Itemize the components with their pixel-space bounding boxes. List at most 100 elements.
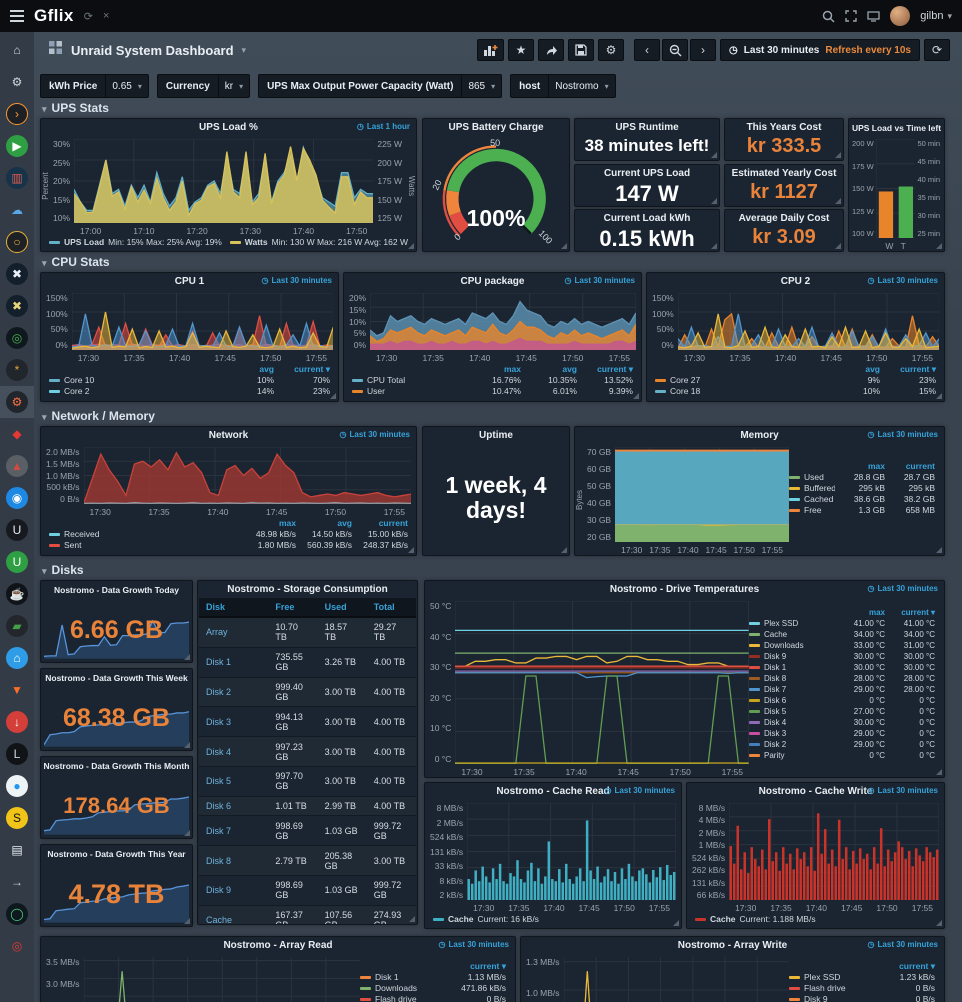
legend-series-label[interactable]: Plex SSD xyxy=(764,619,799,628)
legend-series-name[interactable]: Disk 1 xyxy=(749,662,835,673)
disk-name-cell[interactable]: Disk 2 xyxy=(199,677,269,708)
legend-series-name[interactable]: Downloads xyxy=(749,640,835,651)
sidebar-settings-icon[interactable]: ⚙ xyxy=(0,66,34,98)
section-disks[interactable]: ▾ Disks xyxy=(42,563,84,577)
legend-series-label[interactable]: Disk 2 xyxy=(764,740,787,749)
legend-series-name[interactable]: Cache xyxy=(710,914,736,924)
legend-row[interactable]: Cache 34.00 °C 34.00 °C xyxy=(749,629,935,640)
legend-series-label[interactable]: Disk 9 xyxy=(764,652,787,661)
legend-series-label[interactable]: Core 10 xyxy=(64,375,95,385)
legend-column-header[interactable]: max xyxy=(503,364,521,374)
legend-series-label[interactable]: Disk 4 xyxy=(764,718,787,727)
legend-row[interactable]: Disk 7 29.00 °C 28.00 °C xyxy=(749,684,935,695)
panel-title[interactable]: Uptime xyxy=(479,430,513,441)
panel-title[interactable]: UPS Runtime xyxy=(615,122,679,133)
legend-series-label[interactable]: Cache xyxy=(764,630,788,639)
array-write-chart[interactable] xyxy=(564,957,789,1002)
legend-series-label[interactable]: Downloads xyxy=(764,641,804,650)
legend-series-name[interactable]: Core 10 xyxy=(49,375,218,386)
variable-currency[interactable]: Currency kr ▾ xyxy=(156,74,251,98)
legend-series-label[interactable]: Parity xyxy=(764,751,785,760)
legend-series-name[interactable]: Disk 5 xyxy=(749,706,835,717)
legend-series-name[interactable]: Flash drive xyxy=(360,994,456,1002)
drive-temps-chart[interactable] xyxy=(455,601,749,764)
legend-series-label[interactable]: Disk 8 xyxy=(764,674,787,683)
sidebar-app-toggle-icon[interactable]: ▰ xyxy=(0,610,34,642)
star-button[interactable]: ★ xyxy=(508,39,535,61)
time-range-badge[interactable]: ◷ Last 30 minutes xyxy=(867,276,938,285)
time-range-badge[interactable]: ◷ Last 30 minutes xyxy=(564,276,635,285)
time-forward-button[interactable]: › xyxy=(690,39,717,61)
legend-series-name[interactable]: Disk 4 xyxy=(749,717,835,728)
legend-row[interactable]: Parity 0 °C 0 °C xyxy=(749,750,935,761)
legend-column-header[interactable]: max xyxy=(868,608,885,617)
disk-name-cell[interactable]: Disk 9 xyxy=(199,875,269,906)
legend-series-label[interactable]: Plex SSD xyxy=(804,972,841,982)
cache-write-chart[interactable] xyxy=(729,803,939,900)
legend-row[interactable]: Core 10 10% 70% xyxy=(49,375,330,386)
dashboard-title[interactable]: Unraid System Dashboard xyxy=(71,42,234,58)
legend-series-label[interactable]: User xyxy=(367,386,385,396)
legend-entry[interactable]: Cache Current: 16 kB/s xyxy=(433,914,539,924)
legend-series-name[interactable]: Disk 6 xyxy=(749,695,835,706)
sidebar-app-home-assistant-icon[interactable]: ⌂ xyxy=(0,642,34,674)
legend-series-label[interactable]: Core 27 xyxy=(670,375,701,385)
legend-series-name[interactable]: Parity xyxy=(749,750,835,761)
sidebar-app-github-icon[interactable]: ◯ xyxy=(0,898,34,930)
legend-row[interactable]: Plex SSD 41.00 °C 41.00 °C xyxy=(749,618,935,629)
sidebar-app-cross-yellow-icon[interactable]: ✖ xyxy=(0,290,34,322)
disk-name-cell[interactable]: Disk 6 xyxy=(199,796,269,817)
panel-title[interactable]: Nostromo - Cache Write xyxy=(758,786,873,797)
legend-series-name[interactable]: Flash drive xyxy=(789,983,885,994)
memory-chart[interactable] xyxy=(615,447,789,542)
variable-ups-max-output-power-capacity-watt-[interactable]: UPS Max Output Power Capacity (Watt) 865 ▾ xyxy=(258,74,503,98)
legend-series-label[interactable]: CPU Total xyxy=(367,375,406,385)
panel-title[interactable]: Memory xyxy=(740,430,779,441)
sidebar-app-shield-icon[interactable]: ◆ xyxy=(0,418,34,450)
app-logo[interactable]: Gflix xyxy=(34,6,74,25)
legend-row[interactable]: Disk 4 30.00 °C 0 °C xyxy=(749,717,935,728)
table-column-header[interactable]: Disk xyxy=(199,598,269,618)
variable-value[interactable]: 0.65 xyxy=(105,75,135,97)
time-range-badge[interactable]: ◷ Last 30 minutes xyxy=(867,430,938,439)
legend-series-name[interactable]: Disk 9 xyxy=(749,651,835,662)
hamburger-menu-icon[interactable] xyxy=(10,10,24,22)
panel-title[interactable]: Nostromo - Data Growth This Month xyxy=(43,760,190,771)
variable-host[interactable]: host Nostromo ▾ xyxy=(510,74,616,98)
share-button[interactable] xyxy=(538,39,565,61)
legend-series-name[interactable]: Received xyxy=(49,529,240,540)
legend-series-label[interactable]: Received xyxy=(64,529,100,539)
legend-series-name[interactable]: Core 18 xyxy=(655,386,824,397)
legend-series-name[interactable]: Cached xyxy=(789,494,835,505)
panel-title[interactable]: Nostromo - Array Read xyxy=(223,940,333,951)
legend-series-name[interactable]: Cache xyxy=(749,629,835,640)
table-column-header[interactable]: Total xyxy=(366,598,416,618)
legend-series-name[interactable]: Plex SSD xyxy=(789,972,885,983)
panel-title[interactable]: Nostromo - Data Growth This Year xyxy=(47,848,186,859)
legend-series-label[interactable]: Sent xyxy=(64,540,82,550)
table-column-header[interactable]: Used xyxy=(317,598,367,618)
legend-row[interactable]: Used 28.8 GB 28.7 GB xyxy=(789,472,935,483)
panel-title[interactable]: Average Daily Cost xyxy=(738,213,830,224)
legend-series-label[interactable]: Flash drive xyxy=(804,983,846,993)
legend-row[interactable]: Flash drive 0 B/s xyxy=(360,994,506,1002)
panel-title[interactable]: CPU 2 xyxy=(780,276,811,287)
legend-column-header[interactable]: current ▾ xyxy=(597,364,633,374)
legend-series-label[interactable]: Free xyxy=(804,505,822,515)
legend-row[interactable]: Disk 1 30.00 °C 30.00 °C xyxy=(749,662,935,673)
variable-value[interactable]: 865 xyxy=(461,75,489,97)
legend-column-header[interactable]: current xyxy=(905,461,935,471)
sidebar-app-lazy-icon[interactable]: L xyxy=(0,738,34,770)
refresh-button[interactable]: ⟳ xyxy=(924,39,950,61)
legend-series-label[interactable]: Disk 7 xyxy=(764,685,787,694)
legend-row[interactable]: Disk 6 0 °C 0 °C xyxy=(749,695,935,706)
legend-column-header[interactable]: current ▾ xyxy=(899,961,935,971)
legend-column-header[interactable]: current ▾ xyxy=(294,364,330,374)
variable-value[interactable]: Nostromo xyxy=(548,75,602,97)
disk-name-cell[interactable]: Disk 7 xyxy=(199,815,269,847)
panel-title[interactable]: Nostromo - Data Growth This Week xyxy=(45,672,188,683)
cache-read-chart[interactable] xyxy=(467,803,676,900)
legend-series-name[interactable]: Buffered xyxy=(789,483,835,494)
legend-entry[interactable]: Cache Current: 1.188 MB/s xyxy=(695,914,816,924)
sidebar-home-icon[interactable]: ⌂ xyxy=(0,34,34,66)
